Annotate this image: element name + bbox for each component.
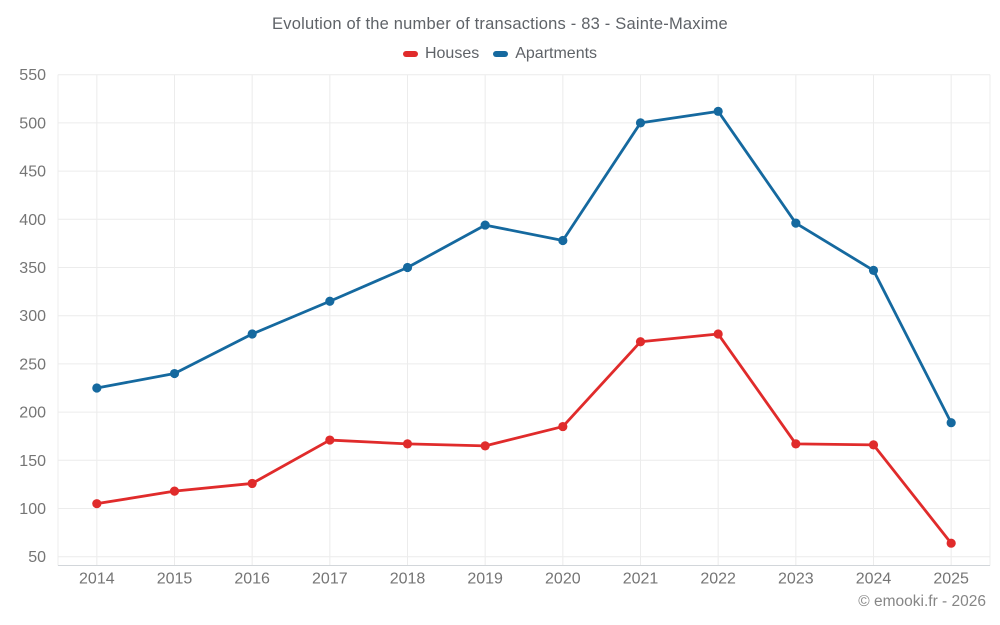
y-axis-tick-label: 250 bbox=[19, 356, 46, 373]
data-point-apartments-2021[interactable] bbox=[635, 118, 646, 128]
data-point-houses-2016[interactable] bbox=[247, 478, 257, 489]
y-axis-tick-label: 500 bbox=[19, 115, 46, 132]
data-point-apartments-2023[interactable] bbox=[791, 218, 801, 228]
legend-label-houses: Houses bbox=[424, 45, 480, 62]
chart-title: Evolution of the number of transactions … bbox=[272, 15, 728, 33]
y-axis-tick-label: 450 bbox=[19, 164, 46, 181]
series-line-apartments bbox=[95, 109, 953, 425]
x-axis-tick-label: 2016 bbox=[234, 571, 270, 588]
data-point-houses-2019[interactable] bbox=[480, 441, 490, 451]
x-axis-tick-label: 2020 bbox=[545, 571, 581, 588]
data-point-apartments-2022[interactable] bbox=[713, 106, 723, 116]
y-axis-tick-label: 200 bbox=[19, 405, 46, 422]
x-axis-tick-label: 2015 bbox=[157, 571, 193, 588]
chart-legend: Houses Apartments bbox=[0, 45, 1000, 63]
x-axis-tick-label: 2019 bbox=[467, 571, 503, 588]
data-point-apartments-2016[interactable] bbox=[247, 329, 257, 339]
x-axis-tick-label: 2023 bbox=[778, 571, 814, 588]
data-point-apartments-2020[interactable] bbox=[558, 235, 568, 246]
data-point-houses-2018[interactable] bbox=[402, 439, 413, 449]
x-axis-tick-label: 2024 bbox=[856, 571, 892, 588]
x-axis-tick-label: 2021 bbox=[623, 571, 659, 588]
data-point-apartments-2024[interactable] bbox=[868, 265, 879, 275]
data-point-houses-2020[interactable] bbox=[558, 421, 568, 432]
data-point-houses-2024[interactable] bbox=[868, 440, 879, 450]
y-axis-tick-label: 400 bbox=[19, 212, 46, 229]
data-point-houses-2021[interactable] bbox=[635, 337, 646, 347]
x-axis-tick-label: 2022 bbox=[700, 571, 736, 588]
data-point-apartments-2015[interactable] bbox=[169, 368, 180, 379]
x-axis-tick-label: 2025 bbox=[933, 571, 969, 588]
series-line-houses bbox=[95, 332, 953, 545]
data-point-apartments-2025[interactable] bbox=[946, 418, 956, 428]
data-point-houses-2015[interactable] bbox=[169, 486, 180, 496]
x-axis-tick-label: 2014 bbox=[79, 571, 115, 588]
legend-swatch-apartments bbox=[493, 51, 509, 57]
data-point-apartments-2014[interactable] bbox=[92, 383, 102, 393]
y-axis-tick-label: 150 bbox=[19, 453, 46, 470]
legend-item-houses[interactable]: Houses bbox=[402, 45, 480, 63]
data-point-houses-2022[interactable] bbox=[713, 329, 723, 339]
data-point-apartments-2017[interactable] bbox=[325, 296, 335, 306]
y-axis-tick-label: 300 bbox=[19, 308, 46, 325]
data-point-houses-2023[interactable] bbox=[791, 439, 801, 449]
data-point-apartments-2019[interactable] bbox=[480, 220, 490, 230]
x-axis-tick-label: 2017 bbox=[312, 571, 348, 588]
copyright-credit: © emooki.fr - 2026 bbox=[858, 593, 986, 610]
data-point-houses-2014[interactable] bbox=[92, 499, 102, 509]
legend-label-apartments: Apartments bbox=[515, 45, 598, 62]
legend-item-apartments[interactable]: Apartments bbox=[493, 45, 597, 63]
data-point-houses-2017[interactable] bbox=[325, 435, 335, 445]
data-point-apartments-2018[interactable] bbox=[402, 262, 413, 273]
x-axis-tick-label: 2018 bbox=[390, 571, 426, 588]
data-point-houses-2025[interactable] bbox=[946, 538, 956, 548]
y-axis-tick-label: 100 bbox=[19, 501, 46, 518]
y-axis-tick-label: 550 bbox=[19, 67, 46, 84]
y-axis-tick-label: 50 bbox=[28, 549, 46, 566]
legend-swatch-houses bbox=[402, 51, 418, 57]
y-axis-tick-label: 350 bbox=[19, 260, 46, 277]
